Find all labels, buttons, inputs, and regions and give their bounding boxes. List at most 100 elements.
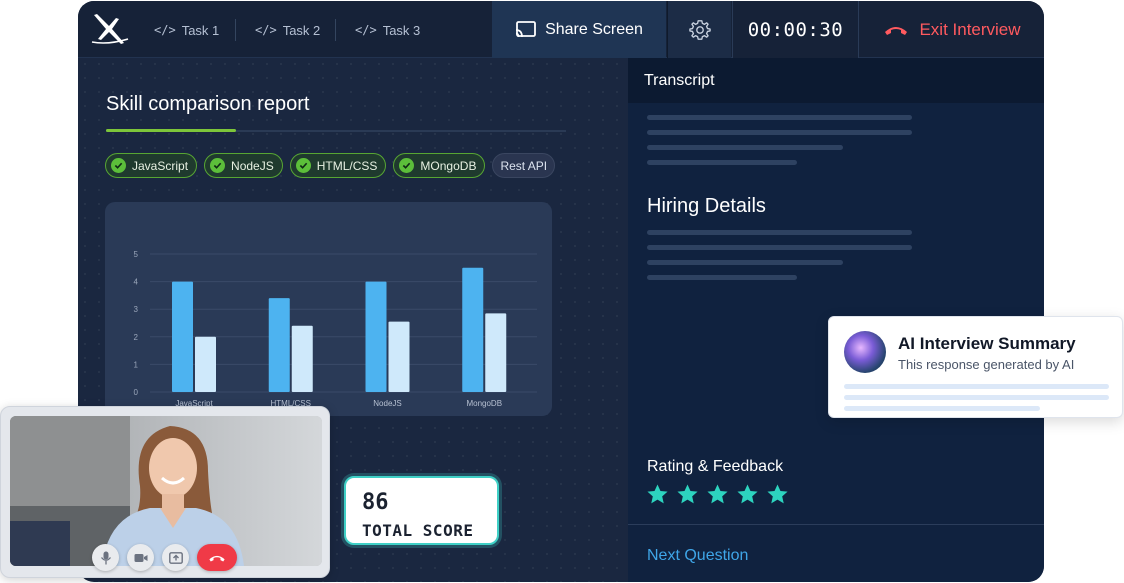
bar bbox=[291, 325, 313, 392]
tab-divider bbox=[335, 19, 336, 41]
bar bbox=[365, 281, 387, 392]
code-icon: </> bbox=[355, 23, 377, 37]
hiring-details-title: Hiring Details bbox=[647, 195, 766, 217]
bar bbox=[462, 267, 484, 392]
star-icon[interactable] bbox=[736, 483, 759, 506]
check-icon bbox=[111, 158, 126, 173]
ai-summary-title: AI Interview Summary bbox=[898, 334, 1076, 353]
gear-icon bbox=[688, 19, 711, 40]
interview-timer: 00:00:30 bbox=[732, 1, 859, 58]
share-screen-button[interactable]: Share Screen bbox=[492, 1, 666, 58]
code-icon: </> bbox=[154, 23, 176, 37]
divider bbox=[628, 524, 1044, 525]
bar bbox=[388, 321, 410, 392]
camera-icon bbox=[134, 553, 147, 562]
score-label: TOTAL SCORE bbox=[362, 521, 474, 540]
ai-summary-card[interactable]: AI Interview Summary This response gener… bbox=[828, 316, 1123, 418]
y-tick-label: 5 bbox=[134, 250, 139, 259]
check-icon bbox=[295, 158, 311, 173]
candidate-photo bbox=[10, 416, 322, 566]
video-controls bbox=[92, 544, 237, 571]
chip-label: HTML/CSS bbox=[316, 158, 378, 173]
microphone-button[interactable] bbox=[92, 544, 119, 571]
y-tick-label: 1 bbox=[134, 360, 139, 369]
chip-label: JavaScript bbox=[132, 158, 189, 173]
check-icon bbox=[210, 158, 226, 173]
x-tick-label: HTML/CSS bbox=[271, 399, 311, 408]
transcript-placeholder-line bbox=[647, 160, 797, 165]
skill-chips: JavaScript NodeJS HTML/CSS MOngoDB Rest … bbox=[105, 153, 556, 178]
top-bar: </> Task 1 </> Task 2 </> Task 3 Share S… bbox=[78, 1, 1044, 58]
bar bbox=[172, 281, 193, 392]
summary-placeholder-line bbox=[844, 406, 1040, 411]
tab-label: Task 3 bbox=[382, 22, 421, 38]
candidate-video-tile bbox=[0, 406, 330, 578]
transcript-placeholder-line bbox=[647, 130, 912, 135]
settings-button[interactable] bbox=[667, 1, 731, 58]
score-value: 86 bbox=[362, 490, 389, 515]
y-tick-label: 2 bbox=[134, 333, 139, 342]
chip-label: NodeJS bbox=[231, 158, 274, 173]
skill-chip-html-css[interactable]: HTML/CSS bbox=[289, 153, 387, 178]
cast-icon bbox=[515, 20, 536, 37]
ai-orb-icon bbox=[844, 331, 886, 373]
hiring-placeholder-line bbox=[647, 230, 912, 235]
transcript-header: Transcript bbox=[628, 58, 1044, 103]
star-icon[interactable] bbox=[646, 483, 669, 506]
transcript-placeholder-line bbox=[647, 145, 843, 150]
skill-chip-javascript[interactable]: JavaScript bbox=[105, 153, 198, 178]
ai-summary-subtitle: This response generated by AI bbox=[898, 357, 1075, 372]
star-rating[interactable] bbox=[646, 483, 789, 506]
chip-label: Rest API bbox=[500, 158, 548, 173]
star-icon[interactable] bbox=[676, 483, 699, 506]
tab-task-2[interactable]: </> Task 2 bbox=[255, 19, 320, 41]
microphone-icon bbox=[100, 551, 111, 564]
summary-placeholder-line bbox=[844, 395, 1109, 400]
x-tick-label: MongoDB bbox=[466, 399, 502, 408]
report-title: Skill comparison report bbox=[106, 93, 310, 115]
camera-button[interactable] bbox=[127, 544, 154, 571]
bar bbox=[268, 298, 290, 392]
exit-interview-button[interactable]: Exit Interview bbox=[860, 1, 1044, 58]
total-score-card: 86 TOTAL SCORE bbox=[344, 476, 499, 545]
hiring-placeholder-line bbox=[647, 245, 912, 250]
exit-interview-label: Exit Interview bbox=[919, 19, 1021, 39]
x-tick-label: NodeJS bbox=[373, 399, 401, 408]
chip-label: MOngoDB bbox=[420, 158, 477, 173]
candidate-video bbox=[10, 416, 322, 566]
y-tick-label: 4 bbox=[134, 278, 139, 287]
upload-icon bbox=[168, 551, 183, 564]
tab-task-1[interactable]: </> Task 1 bbox=[154, 19, 219, 41]
share-screen-label: Share Screen bbox=[545, 20, 643, 38]
check-icon bbox=[399, 158, 415, 173]
tab-label: Task 2 bbox=[282, 22, 321, 38]
next-question-link[interactable]: Next Question bbox=[647, 547, 749, 564]
interview-app: </> Task 1 </> Task 2 </> Task 3 Share S… bbox=[78, 1, 1044, 582]
skill-chip-nodejs[interactable]: NodeJS bbox=[204, 153, 283, 178]
star-icon[interactable] bbox=[706, 483, 729, 506]
skill-bar-chart: 0 1 2 3 4 5 JavaScript HTML/CSS NodeJS MongoDB bbox=[105, 202, 552, 416]
title-accent-bar bbox=[106, 129, 236, 132]
bar bbox=[195, 336, 216, 392]
end-call-button[interactable] bbox=[197, 544, 237, 571]
skill-chip-rest-api[interactable]: Rest API bbox=[492, 153, 556, 178]
hiring-placeholder-line bbox=[647, 260, 843, 265]
rating-feedback-label: Rating & Feedback bbox=[647, 458, 784, 475]
transcript-placeholder-line bbox=[647, 115, 912, 120]
tab-label: Task 1 bbox=[181, 22, 220, 38]
skill-chip-mongodb[interactable]: MOngoDB bbox=[393, 153, 486, 178]
hang-up-icon bbox=[209, 555, 225, 561]
screen-share-button[interactable] bbox=[162, 544, 189, 571]
summary-placeholder-line bbox=[844, 384, 1109, 389]
bar bbox=[485, 313, 507, 392]
hiring-placeholder-line bbox=[647, 275, 797, 280]
y-tick-label: 3 bbox=[134, 305, 139, 314]
star-icon[interactable] bbox=[766, 483, 789, 506]
y-tick-label: 0 bbox=[134, 388, 139, 397]
code-icon: </> bbox=[255, 23, 277, 37]
chart-canvas: 0 1 2 3 4 5 JavaScript HTML/CSS NodeJS MongoDB bbox=[134, 250, 537, 408]
x-tick-label: JavaScript bbox=[175, 399, 213, 408]
hang-up-icon bbox=[885, 26, 908, 35]
tab-task-3[interactable]: </> Task 3 bbox=[355, 19, 420, 41]
divider bbox=[106, 130, 566, 132]
